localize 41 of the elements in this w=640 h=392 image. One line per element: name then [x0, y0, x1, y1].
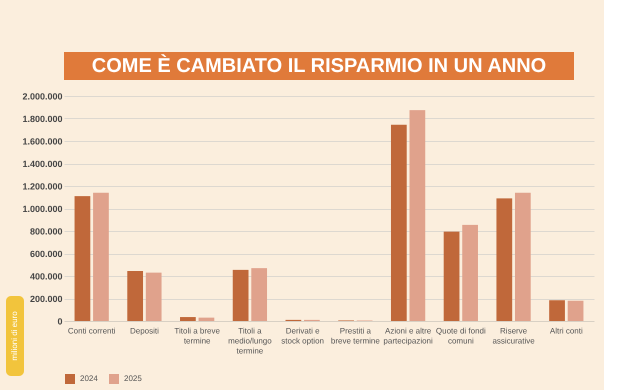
x-tick-label: Riserve assicurative	[492, 326, 536, 346]
bar	[93, 192, 109, 321]
y-axis-title: milioni di euro	[10, 310, 19, 361]
y-tick-label: 1.400.000	[22, 159, 62, 169]
y-tick-label: 800.000	[30, 226, 62, 236]
bar	[568, 300, 584, 321]
y-tick-label: 600.000	[30, 249, 62, 259]
x-tick-label: Titoli a medio/lungo termine	[228, 326, 272, 356]
legend-label: 2025	[124, 374, 142, 383]
bar	[444, 232, 460, 321]
x-tick-label: Quote di fondi comuni	[436, 326, 486, 346]
y-tick-label: 1.600.000	[22, 136, 62, 146]
bar	[146, 272, 162, 321]
x-tick-label: Prestiti a breve termine	[330, 326, 380, 346]
y-tick-label: 400.000	[30, 272, 62, 282]
legend-label: 2024	[80, 374, 98, 383]
x-tick-label: Conti correnti	[68, 326, 116, 336]
y-tick-label: 1.800.000	[22, 114, 62, 124]
bar	[127, 270, 144, 321]
x-tick-label: Derivati e stock option	[281, 326, 324, 346]
bar	[390, 124, 407, 321]
y-tick-label: 1.200.000	[22, 182, 62, 192]
y-tick-label: 1.000.000	[22, 204, 62, 214]
x-tick-label: Altri conti	[550, 326, 583, 336]
y-tick-label: 2.000.000	[22, 92, 62, 102]
y-tick-label: 0	[57, 316, 62, 326]
y-tick-label: 200.000	[30, 294, 62, 304]
bar	[232, 270, 249, 321]
bar	[180, 317, 196, 321]
x-tick-label: Azioni e altre partecipazioni	[383, 326, 434, 346]
bar	[514, 192, 531, 321]
bar	[549, 300, 565, 321]
bar	[74, 196, 90, 321]
bar	[409, 110, 426, 321]
bar	[198, 318, 214, 321]
chart-title: COME È CAMBIATO IL RISPARMIO IN UN ANNO	[92, 54, 546, 77]
x-tick-label: Titoli a breve termine	[174, 326, 220, 346]
bar	[496, 198, 512, 321]
x-tick-label: Depositi	[130, 326, 160, 336]
bar	[462, 224, 478, 321]
bar	[251, 268, 268, 321]
